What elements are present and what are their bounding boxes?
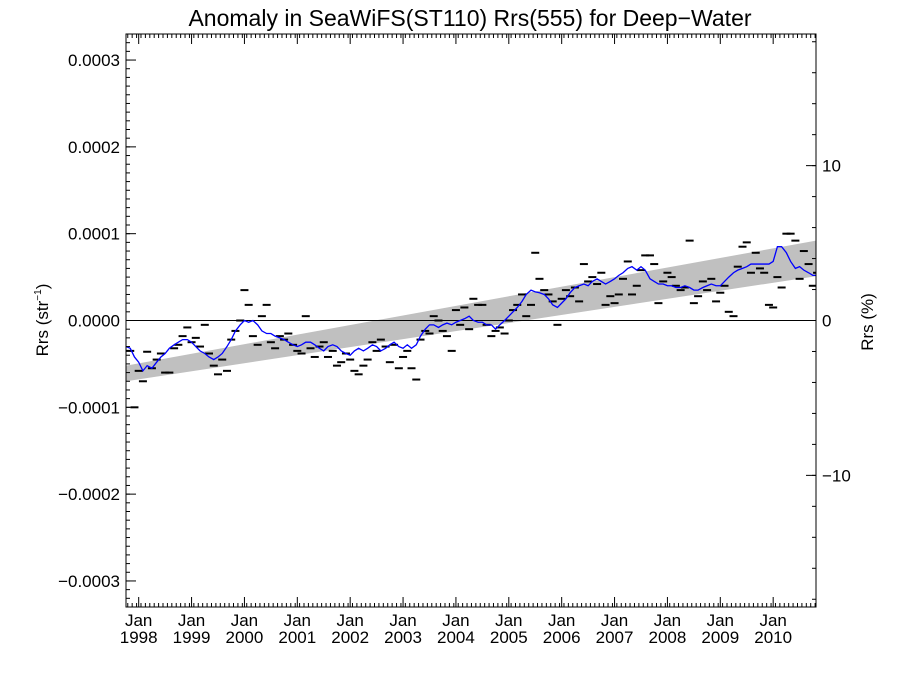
y-axis-right: 10 0 −10 [806, 41, 851, 600]
y-left-tick-label: 0.0003 [68, 51, 120, 70]
y-right-tick-label: 10 [822, 157, 841, 176]
x-tick-label-month: Jan [707, 611, 734, 630]
y-axis-right-label: Rrs (%) [858, 293, 877, 351]
x-tick-label-month: Jan [654, 611, 681, 630]
y-left-tick-label: −0.0003 [58, 572, 120, 591]
x-tick-label-month: Jan [601, 611, 628, 630]
x-tick-label-month: Jan [548, 611, 575, 630]
x-tick-label-month: Jan [759, 611, 786, 630]
y-right-tick-label: 0 [822, 312, 831, 331]
y-left-tick-label: 0.0001 [68, 225, 120, 244]
x-tick-label-year: 2010 [754, 628, 792, 647]
x-tick-label-year: 2002 [331, 628, 369, 647]
x-tick-label-month: Jan [231, 611, 258, 630]
x-tick-label-month: Jan [284, 611, 311, 630]
x-tick-label-year: 2009 [701, 628, 739, 647]
y-left-tick-label: −0.0001 [58, 398, 120, 417]
x-tick-label-year: 1999 [173, 628, 211, 647]
y-left-tick-label: −0.0002 [58, 485, 120, 504]
y-left-tick-label: 0.0002 [68, 138, 120, 157]
x-tick-label-year: 2008 [649, 628, 687, 647]
x-axis: Jan1998Jan1999Jan2000Jan2001Jan2002Jan20… [120, 34, 816, 647]
y-right-tick-label: −10 [822, 466, 851, 485]
x-tick-label-year: 2000 [226, 628, 264, 647]
x-tick-label-year: 1998 [120, 628, 158, 647]
x-tick-label-year: 2001 [278, 628, 316, 647]
chart-title: Anomaly in SeaWiFS(ST110) Rrs(555) for D… [188, 5, 751, 31]
x-tick-label-month: Jan [442, 611, 469, 630]
y-axis-left-label: Rrs (str−1) [33, 284, 52, 357]
x-tick-label-month: Jan [125, 611, 152, 630]
y-axis-left: 0.0003 0.0002 0.0001 0.0000 −0.0001 −0.0002 −0… [58, 42, 136, 608]
x-tick-label-year: 2007 [596, 628, 634, 647]
x-tick-label-month: Jan [178, 611, 205, 630]
x-tick-label-year: 2005 [490, 628, 528, 647]
x-tick-label-year: 2006 [543, 628, 581, 647]
x-tick-label-month: Jan [495, 611, 522, 630]
x-tick-label-year: 2003 [384, 628, 422, 647]
running-mean-line [125, 246, 816, 373]
x-tick-label-month: Jan [336, 611, 363, 630]
x-tick-label-year: 2004 [437, 628, 475, 647]
anomaly-markers [126, 232, 816, 409]
x-tick-label-month: Jan [389, 611, 416, 630]
y-left-tick-label: 0.0000 [68, 312, 120, 331]
